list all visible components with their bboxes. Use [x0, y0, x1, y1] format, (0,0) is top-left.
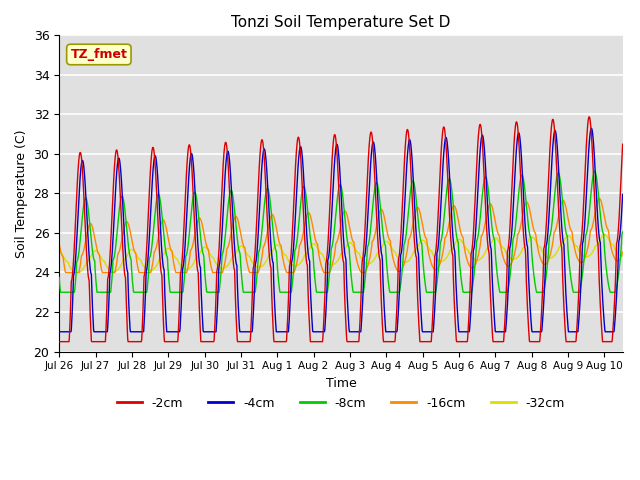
- -8cm: [55, 275, 63, 280]
- -2cm: [55, 339, 63, 345]
- Title: Tonzi Soil Temperature Set D: Tonzi Soil Temperature Set D: [231, 15, 451, 30]
- -16cm: [168, 248, 175, 253]
- -8cm: [57, 289, 65, 295]
- -8cm: [619, 229, 627, 235]
- -2cm: [269, 320, 276, 326]
- -8cm: [168, 289, 175, 295]
- -8cm: [157, 201, 164, 206]
- -2cm: [586, 114, 593, 120]
- Line: -4cm: -4cm: [59, 128, 623, 332]
- -16cm: [218, 270, 226, 276]
- -4cm: [218, 236, 225, 241]
- -32cm: [619, 253, 627, 259]
- Text: TZ_fmet: TZ_fmet: [70, 48, 127, 61]
- -32cm: [269, 247, 277, 252]
- -8cm: [545, 250, 552, 256]
- Legend: -2cm, -4cm, -8cm, -16cm, -32cm: -2cm, -4cm, -8cm, -16cm, -32cm: [112, 392, 570, 415]
- -4cm: [167, 329, 175, 335]
- -32cm: [168, 248, 175, 254]
- -4cm: [588, 125, 595, 131]
- -32cm: [545, 255, 552, 261]
- -16cm: [55, 241, 63, 247]
- -4cm: [55, 329, 63, 335]
- -16cm: [619, 249, 627, 255]
- -2cm: [167, 339, 175, 345]
- -4cm: [269, 260, 276, 265]
- -4cm: [619, 192, 627, 197]
- -32cm: [218, 265, 226, 271]
- Line: -16cm: -16cm: [59, 199, 623, 273]
- Y-axis label: Soil Temperature (C): Soil Temperature (C): [15, 129, 28, 258]
- Line: -32cm: -32cm: [59, 235, 623, 273]
- -8cm: [591, 168, 598, 174]
- -4cm: [157, 223, 164, 228]
- -32cm: [55, 249, 63, 254]
- -8cm: [269, 230, 277, 236]
- -2cm: [218, 191, 225, 196]
- -16cm: [596, 196, 604, 202]
- X-axis label: Time: Time: [326, 377, 356, 390]
- -32cm: [482, 248, 490, 254]
- -2cm: [482, 203, 490, 208]
- Line: -8cm: -8cm: [59, 171, 623, 292]
- -32cm: [600, 232, 608, 238]
- -8cm: [218, 251, 226, 257]
- -16cm: [269, 213, 277, 218]
- -16cm: [61, 270, 69, 276]
- -32cm: [157, 256, 164, 262]
- -2cm: [544, 188, 552, 193]
- -8cm: [482, 174, 490, 180]
- -16cm: [482, 216, 490, 222]
- Line: -2cm: -2cm: [59, 117, 623, 342]
- -2cm: [157, 262, 164, 267]
- -32cm: [72, 270, 79, 276]
- -16cm: [157, 222, 164, 228]
- -16cm: [545, 257, 552, 263]
- -4cm: [544, 229, 552, 235]
- -2cm: [619, 141, 627, 147]
- -4cm: [482, 163, 490, 168]
